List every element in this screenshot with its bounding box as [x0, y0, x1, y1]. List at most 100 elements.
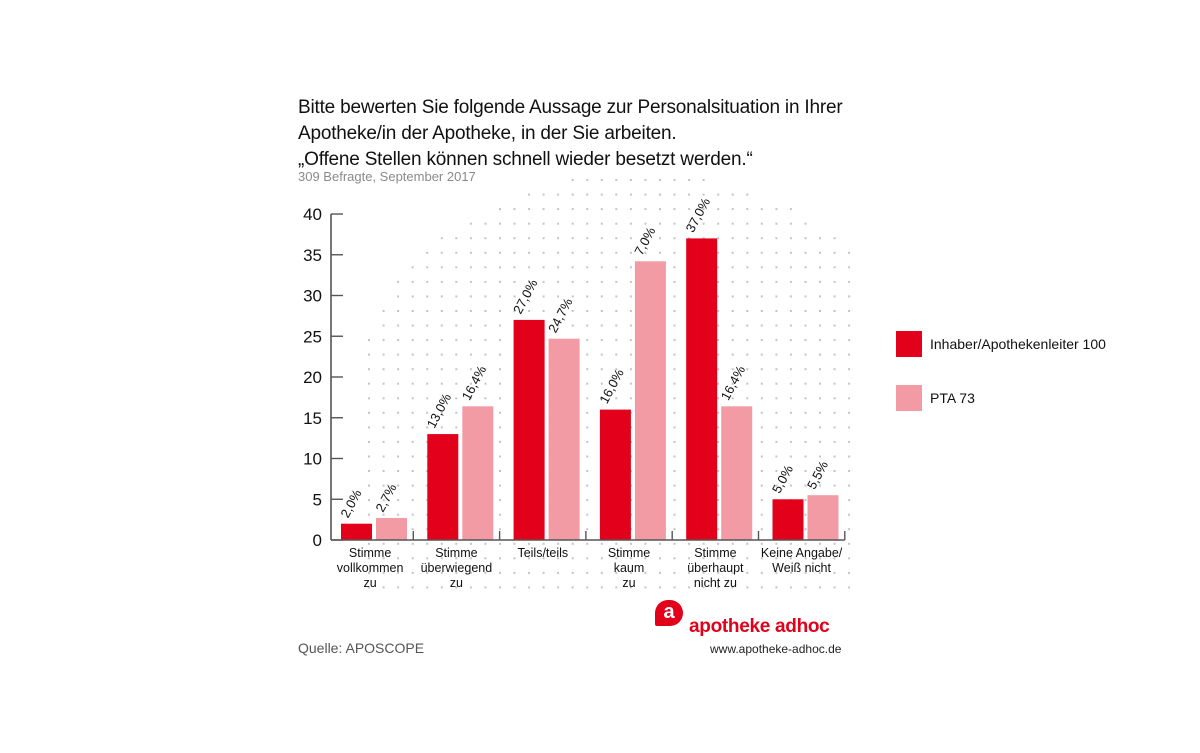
brand-url-link[interactable]: www.apotheke-adhoc.de: [710, 642, 842, 656]
background-dot: [499, 208, 501, 211]
background-dot: [499, 339, 501, 342]
background-dot: [804, 310, 807, 312]
category-label: Stimme: [608, 546, 650, 560]
background-dot: [571, 542, 574, 545]
data-label: 24,7%: [545, 295, 576, 335]
background-dot: [411, 513, 414, 516]
background-dot: [644, 542, 647, 545]
background-dot: [484, 280, 487, 283]
background-dot: [731, 193, 734, 196]
background-dot: [731, 251, 734, 254]
source-note: Quelle: APOSCOPE: [298, 640, 425, 656]
background-dot: [673, 266, 676, 269]
background-dot: [673, 193, 676, 196]
background-dot: [789, 310, 792, 312]
background-dot: [789, 368, 792, 371]
background-dot: [833, 470, 836, 472]
background-dot: [731, 397, 734, 400]
background-dot: [513, 251, 516, 254]
background-dot: [659, 557, 661, 560]
background-dot: [499, 222, 501, 225]
y-tick-label: 20: [303, 368, 322, 387]
background-dot: [440, 368, 443, 371]
background-dot: [789, 542, 792, 545]
background-dot: [804, 339, 807, 342]
background-dot: [513, 237, 516, 240]
background-dot: [731, 266, 734, 269]
background-dot: [804, 571, 807, 574]
data-label: 5,5%: [804, 458, 831, 492]
data-label: 13,0%: [424, 391, 455, 431]
background-dot: [411, 528, 414, 531]
background-dot: [397, 382, 400, 385]
background-dot: [600, 179, 603, 181]
background-dot: [513, 208, 516, 211]
background-dot: [760, 397, 763, 400]
background-dot: [789, 484, 792, 487]
background-dot: [848, 528, 851, 531]
background-dot: [760, 266, 763, 269]
background-dot: [746, 237, 749, 240]
background-dot: [528, 586, 531, 589]
background-dot: [382, 571, 385, 574]
background-dot: [586, 353, 589, 356]
background-dot: [746, 193, 749, 196]
background-dot: [760, 542, 763, 545]
background-dot: [848, 368, 851, 371]
background-dot: [571, 295, 574, 298]
background-dot: [600, 571, 603, 574]
background-dot: [717, 397, 720, 400]
background-dot: [819, 571, 821, 574]
background-dot: [702, 571, 705, 574]
background-dot: [484, 339, 487, 342]
background-dot: [688, 179, 691, 181]
background-dot: [586, 557, 589, 560]
background-dot: [717, 222, 720, 225]
background-dot: [833, 237, 836, 240]
bar-pta: [634, 261, 666, 540]
background-dot: [717, 528, 720, 531]
background-dot: [760, 251, 763, 254]
background-dot: [819, 382, 821, 385]
background-dot: [731, 280, 734, 283]
background-dot: [615, 310, 618, 312]
background-dot: [731, 557, 734, 560]
background-dot: [673, 397, 676, 400]
background-dot: [600, 557, 603, 560]
background-dot: [513, 222, 516, 225]
background-dot: [848, 382, 851, 385]
background-dot: [382, 397, 385, 400]
background-dot: [760, 368, 763, 371]
background-dot: [688, 586, 691, 589]
background-dot: [804, 586, 807, 589]
background-dot: [411, 310, 414, 312]
background-dot: [659, 208, 661, 211]
background-dot: [571, 179, 574, 181]
background-dot: [833, 251, 836, 254]
category-label: zu: [622, 576, 635, 590]
background-dot: [557, 208, 560, 211]
background-dot: [760, 222, 763, 225]
background-dot: [615, 193, 618, 196]
background-dot: [789, 571, 792, 574]
background-dot: [848, 426, 851, 429]
background-dot: [528, 542, 531, 545]
background-dot: [775, 557, 778, 560]
background-dot: [411, 339, 414, 342]
background-dot: [673, 484, 676, 487]
background-dot: [789, 237, 792, 240]
background-dot: [586, 324, 589, 327]
background-dot: [600, 368, 603, 371]
bar-pta: [376, 518, 407, 540]
background-dot: [455, 557, 458, 560]
background-dot: [673, 542, 676, 545]
background-dot: [469, 339, 472, 342]
background-dot: [528, 251, 531, 254]
background-dot: [440, 295, 443, 298]
background-dot: [600, 586, 603, 589]
background-dot: [557, 280, 560, 283]
background-dot: [484, 251, 487, 254]
background-dot: [804, 280, 807, 283]
background-dot: [469, 324, 472, 327]
background-dot: [586, 542, 589, 545]
